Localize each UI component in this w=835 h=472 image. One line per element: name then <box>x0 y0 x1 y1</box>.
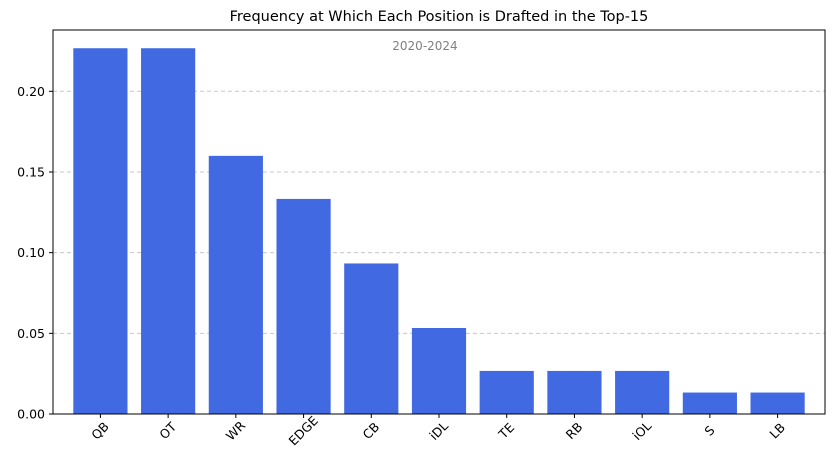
y-tick-label: 0.05 <box>17 326 45 341</box>
x-tick-label: RB <box>563 419 586 442</box>
x-tick-label: EDGE <box>285 413 321 449</box>
bar-cb <box>344 263 399 414</box>
bar-lb <box>750 392 805 414</box>
x-tick-label: iOL <box>629 418 654 443</box>
x-tick-label: CB <box>360 419 383 442</box>
bar-rb <box>547 370 602 414</box>
x-tick-label: OT <box>156 419 179 442</box>
x-tick-label: S <box>701 422 717 438</box>
bar-idl <box>411 328 467 414</box>
x-tick-label: WR <box>223 418 249 444</box>
bar-qb <box>73 48 128 414</box>
y-tick-label: 0.15 <box>17 164 45 179</box>
x-tick-label: iDL <box>426 418 451 443</box>
bar-te <box>479 370 534 414</box>
x-tick-label: LB <box>766 420 788 442</box>
bar-iol <box>615 370 670 414</box>
x-tick-label: QB <box>88 419 112 443</box>
chart-title: Frequency at Which Each Position is Draf… <box>230 9 649 25</box>
bar-ot <box>141 48 196 414</box>
bar-wr <box>208 155 263 414</box>
y-tick-label: 0.20 <box>17 84 45 99</box>
y-tick-label: 0.00 <box>17 407 45 422</box>
x-tick-label: TE <box>495 420 517 442</box>
chart-subtitle: 2020-2024 <box>392 39 457 53</box>
x-axis-ticks: QB OT WR EDGE CB iDL TE RB iOL S LB <box>88 413 788 449</box>
bar-s <box>682 392 737 414</box>
y-tick-label: 0.10 <box>17 245 45 260</box>
y-axis-ticks: 0.00 0.05 0.10 0.15 0.20 <box>17 84 53 422</box>
bar-edge <box>276 198 331 414</box>
bars <box>73 48 805 414</box>
